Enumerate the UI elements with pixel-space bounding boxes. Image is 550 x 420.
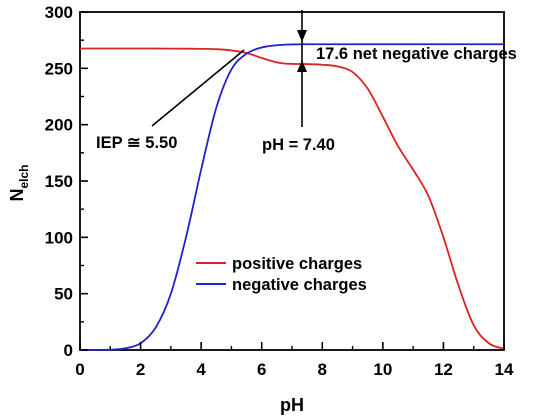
y-axis-title: Nelch	[7, 164, 31, 201]
y-axis-title-main: N	[7, 189, 27, 202]
y-tick-label: 250	[45, 59, 73, 78]
y-tick-label: 200	[45, 116, 73, 135]
x-tick-label: 12	[434, 360, 453, 379]
positive-charges-line	[79, 47, 505, 350]
x-tick-label: 0	[75, 360, 84, 379]
ph-annotation: pH = 7.40	[262, 136, 335, 154]
net-charge-annotation: 17.6 net negative charges	[316, 45, 517, 63]
x-tick-label: 10	[373, 360, 392, 379]
y-tick-label: 150	[45, 172, 73, 191]
annotation-layer: IEP ≅ 5.50 pH = 7.40 17.6 net negative c…	[96, 10, 517, 154]
curve-layer	[79, 43, 505, 351]
y-tick-label: 100	[45, 228, 73, 247]
x-tick-label: 8	[318, 360, 327, 379]
y-axis-title-sub: elch	[17, 164, 31, 188]
x-tick-label: 4	[196, 360, 206, 379]
legend-label-positive: positive charges	[232, 255, 362, 273]
axis-layer: 0 2 4 6 8 10 12 14 0 50 100 150 200 250 300	[45, 3, 514, 379]
x-tick-label: 14	[495, 360, 514, 379]
negative-charges-line	[80, 43, 504, 351]
y-tick-label: 0	[64, 341, 73, 360]
iep-annotation: IEP ≅ 5.50	[96, 134, 177, 152]
arrow-down-icon	[297, 30, 307, 42]
legend-label-negative: negative charges	[232, 276, 367, 294]
x-axis-title: pH	[280, 395, 304, 415]
x-tick-label: 6	[257, 360, 266, 379]
legend: positive charges negative charges	[196, 255, 367, 294]
arrow-up-icon	[297, 60, 307, 72]
y-tick-label: 50	[54, 285, 73, 304]
axis-titles: pH Nelch	[7, 164, 304, 415]
y-tick-label: 300	[45, 3, 73, 22]
x-tick-label: 2	[136, 360, 145, 379]
iep-leader-line	[151, 49, 245, 127]
